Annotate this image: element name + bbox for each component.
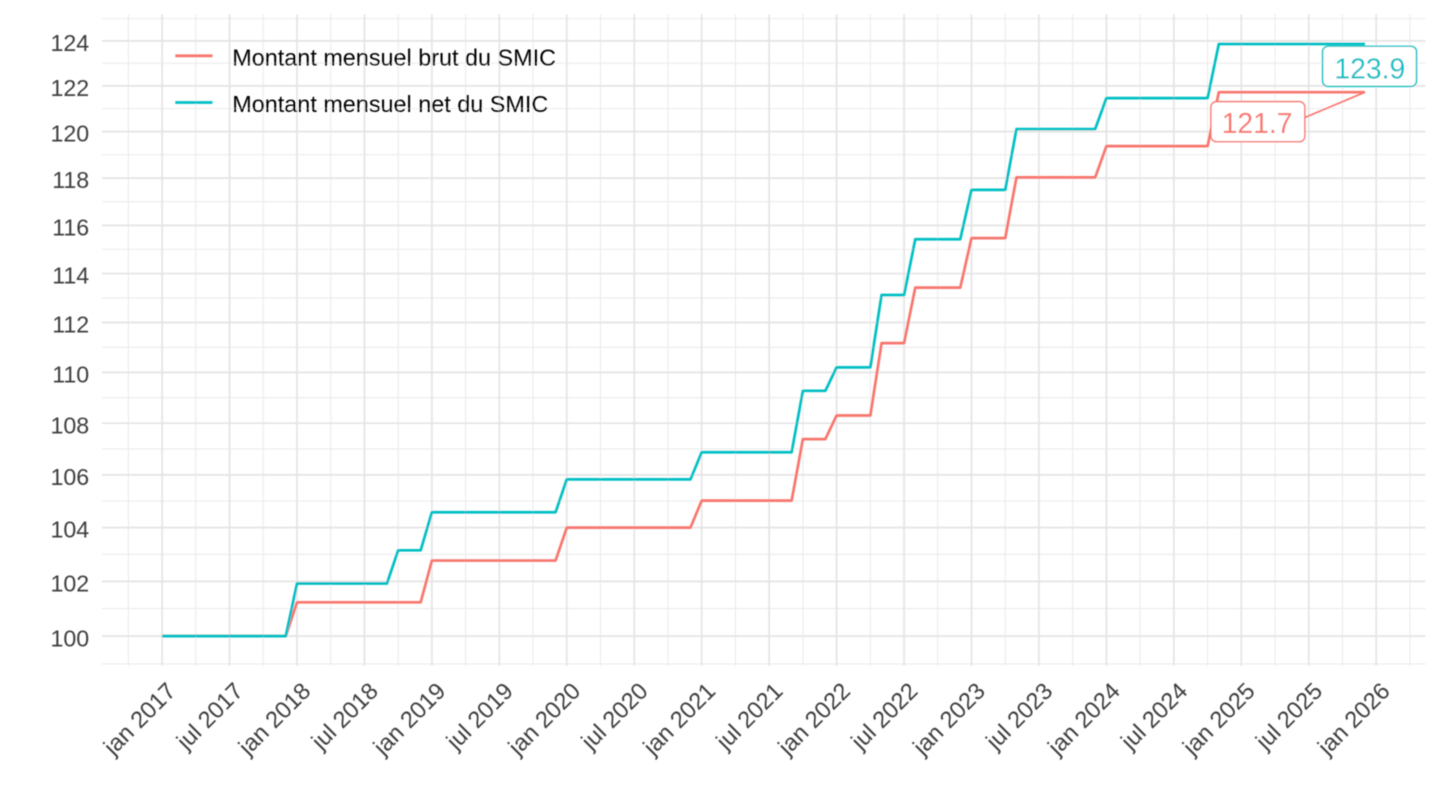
- svg-text:121.7: 121.7: [1222, 107, 1293, 139]
- svg-text:123.9: 123.9: [1334, 52, 1405, 84]
- svg-text:Montant mensuel net du SMIC: Montant mensuel net du SMIC: [232, 91, 548, 117]
- svg-text:106: 106: [51, 464, 90, 490]
- svg-text:Montant mensuel brut du SMIC: Montant mensuel brut du SMIC: [232, 44, 556, 70]
- svg-text:120: 120: [51, 121, 90, 147]
- svg-text:104: 104: [51, 517, 90, 543]
- svg-text:110: 110: [52, 361, 89, 387]
- svg-text:114: 114: [52, 263, 89, 289]
- svg-text:118: 118: [52, 167, 89, 193]
- svg-text:112: 112: [52, 312, 89, 338]
- svg-text:122: 122: [51, 75, 90, 101]
- svg-text:108: 108: [51, 412, 90, 438]
- svg-text:124: 124: [51, 30, 90, 56]
- svg-text:100: 100: [51, 625, 90, 651]
- svg-text:116: 116: [52, 215, 89, 241]
- svg-text:102: 102: [51, 570, 90, 596]
